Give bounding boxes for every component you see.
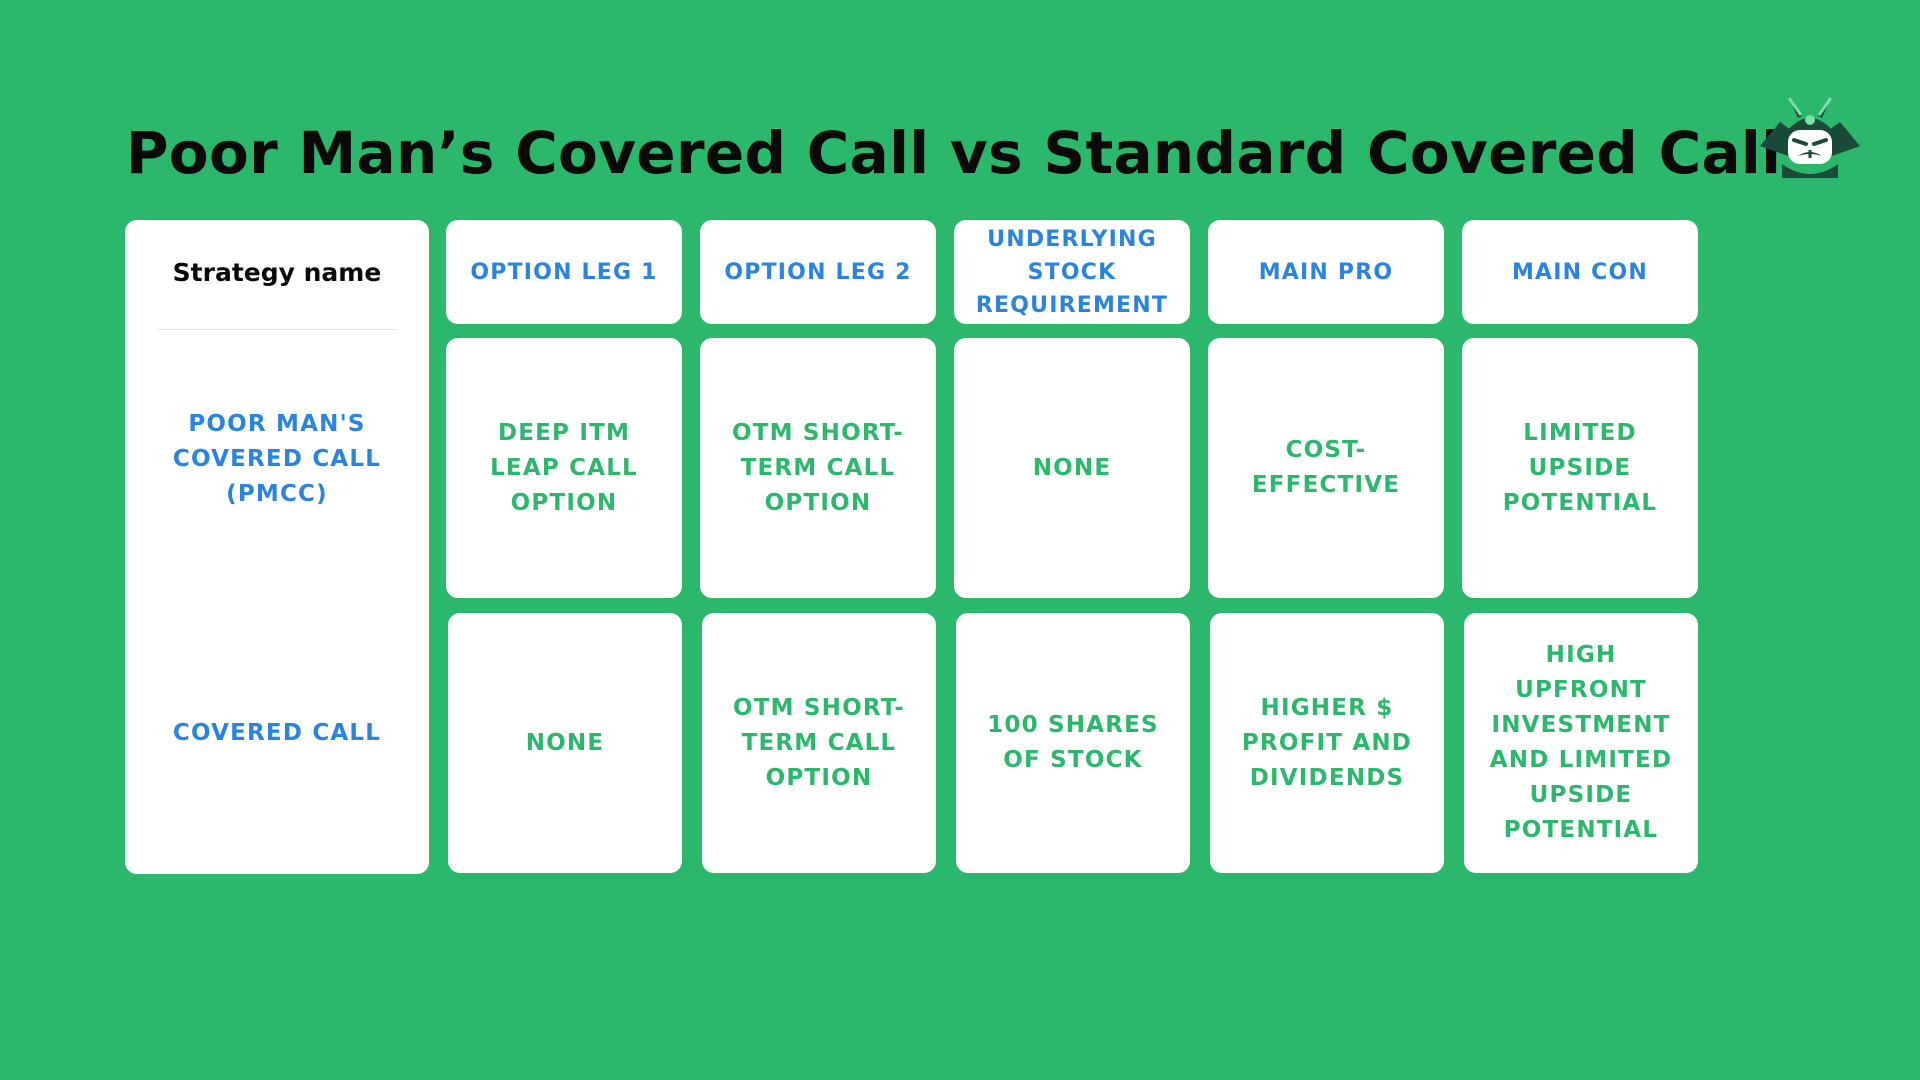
strategy-name-header: Strategy name <box>172 257 382 287</box>
cell-text: LIMITED UPSIDE POTENTIAL <box>1502 419 1658 516</box>
table-cell-pmcc-stock-requirement: NONE <box>954 338 1190 598</box>
cell-text: OTM SHORT-TERM CALL OPTION <box>732 694 906 791</box>
cell-text: OTM SHORT-TERM CALL OPTION <box>731 419 905 516</box>
cell-text: NONE <box>1032 454 1112 481</box>
header-label: UNDERLYING STOCK REQUIREMENT <box>975 226 1169 318</box>
header-underlying-stock-requirement: UNDERLYING STOCK REQUIREMENT <box>954 220 1190 324</box>
strategy-name-column: Strategy name POOR MAN'S COVERED CALL (P… <box>125 220 429 874</box>
header-label: OPTION LEG 1 <box>470 259 658 285</box>
cell-text: HIGH UPFRONT INVESTMENT AND LIMITED UPSI… <box>1489 642 1673 843</box>
table-cell-pmcc-option-leg-2: OTM SHORT-TERM CALL OPTION <box>700 338 936 598</box>
header-option-leg-2: OPTION LEG 2 <box>700 220 936 324</box>
table-cell-pmcc-main-con: LIMITED UPSIDE POTENTIAL <box>1462 338 1698 598</box>
strategy-name-covered-call: COVERED CALL <box>172 719 382 746</box>
strategy-name-pmcc: POOR MAN'S COVERED CALL (PMCC) <box>172 410 382 507</box>
cell-text: NONE <box>525 729 605 756</box>
header-label: MAIN CON <box>1511 259 1649 285</box>
table-cell-covered-call-main-pro: HIGHER $ PROFIT AND DIVIDENDS <box>1210 613 1444 873</box>
table-cell-covered-call-option-leg-2: OTM SHORT-TERM CALL OPTION <box>702 613 936 873</box>
header-option-leg-1: OPTION LEG 1 <box>446 220 682 324</box>
table-cell-covered-call-option-leg-1: NONE <box>448 613 682 873</box>
header-label: MAIN PRO <box>1258 259 1394 285</box>
table-cell-pmcc-option-leg-1: DEEP ITM LEAP CALL OPTION <box>446 338 682 598</box>
cell-text: DEEP ITM LEAP CALL OPTION <box>490 419 638 516</box>
header-label: OPTION LEG 2 <box>724 259 912 285</box>
table-cell-covered-call-stock-requirement: 100 SHARES OF STOCK <box>956 613 1190 873</box>
cell-text: 100 SHARES OF STOCK <box>987 712 1159 773</box>
divider <box>157 329 397 330</box>
table-cell-pmcc-main-pro: COST-EFFECTIVE <box>1208 338 1444 598</box>
header-main-con: MAIN CON <box>1462 220 1698 324</box>
cell-text: COST-EFFECTIVE <box>1251 437 1401 498</box>
page-title: Poor Man’s Covered Call vs Standard Cove… <box>126 119 1782 187</box>
samurai-mascot-icon <box>1760 96 1860 178</box>
header-main-pro: MAIN PRO <box>1208 220 1444 324</box>
table-cell-covered-call-main-con: HIGH UPFRONT INVESTMENT AND LIMITED UPSI… <box>1464 613 1698 873</box>
cell-text: HIGHER $ PROFIT AND DIVIDENDS <box>1241 694 1413 791</box>
